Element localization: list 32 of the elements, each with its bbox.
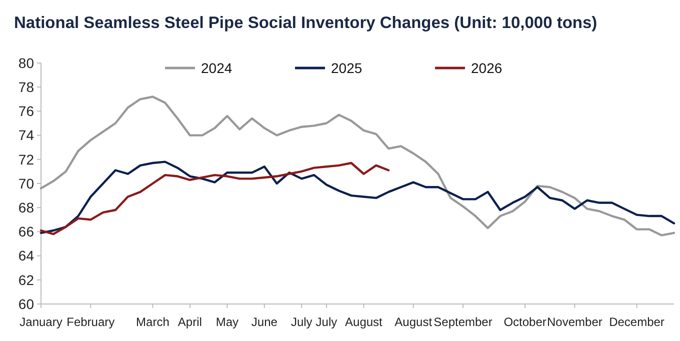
x-tick-label: May bbox=[216, 315, 239, 329]
legend-label: 2025 bbox=[331, 60, 362, 76]
x-tick-label: March bbox=[136, 315, 170, 329]
legend-label: 2024 bbox=[201, 60, 232, 76]
y-tick-label: 70 bbox=[18, 175, 34, 192]
y-tick-label: 68 bbox=[18, 200, 34, 216]
chart-title: National Seamless Steel Pipe Social Inventory Changes (Unit: 10,000 tons) bbox=[14, 14, 598, 32]
y-tick-label: 78 bbox=[18, 79, 34, 95]
y-tick-label: 62 bbox=[18, 272, 34, 288]
line-series bbox=[40, 160, 676, 234]
x-tick-label: November bbox=[547, 315, 602, 329]
x-tick-label: January bbox=[20, 315, 62, 329]
line-series bbox=[40, 96, 676, 236]
x-tick-label: June bbox=[251, 315, 278, 329]
y-tick-label: 76 bbox=[18, 103, 34, 120]
x-tick-label: December bbox=[609, 315, 664, 329]
x-tick-label: February bbox=[66, 315, 115, 329]
y-tick-label: 60 bbox=[18, 296, 34, 312]
x-tick-label: July bbox=[290, 315, 312, 329]
y-tick-label: 74 bbox=[18, 127, 34, 144]
line-series bbox=[40, 162, 390, 236]
x-tick-label: September bbox=[434, 315, 492, 329]
x-tick-label: October bbox=[504, 315, 546, 329]
x-tick-label: April bbox=[178, 315, 202, 329]
x-tick-label: August bbox=[394, 315, 433, 329]
legend-label: 2026 bbox=[471, 60, 502, 76]
y-tick-label: 72 bbox=[18, 151, 34, 168]
y-tick-label: 64 bbox=[18, 248, 34, 264]
y-tick-label: 80 bbox=[18, 54, 34, 71]
x-tick-label: August bbox=[345, 315, 384, 329]
x-tick-label: July bbox=[316, 315, 338, 329]
y-tick-label: 66 bbox=[18, 224, 34, 240]
